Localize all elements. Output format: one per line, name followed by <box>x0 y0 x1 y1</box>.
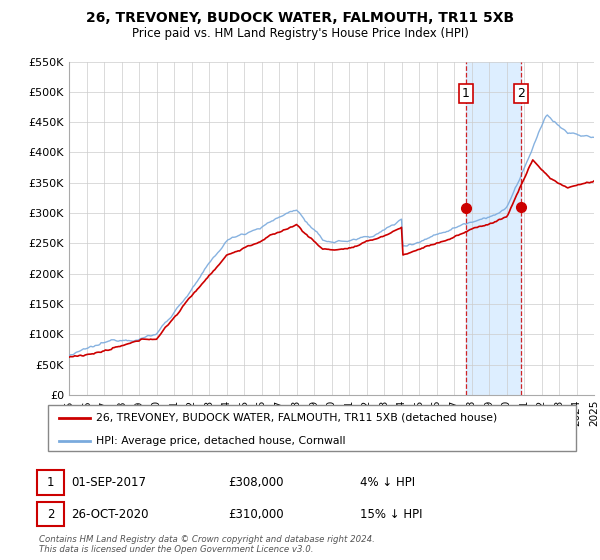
Text: 01-SEP-2017: 01-SEP-2017 <box>71 476 146 489</box>
Text: 1: 1 <box>47 476 54 489</box>
Text: 15% ↓ HPI: 15% ↓ HPI <box>360 507 422 521</box>
Bar <box>466 62 521 395</box>
Text: HPI: Average price, detached house, Cornwall: HPI: Average price, detached house, Corn… <box>95 436 345 446</box>
Text: Contains HM Land Registry data © Crown copyright and database right 2024.: Contains HM Land Registry data © Crown c… <box>39 535 375 544</box>
Text: 26-OCT-2020: 26-OCT-2020 <box>71 507 148 521</box>
Text: 26, TREVONEY, BUDOCK WATER, FALMOUTH, TR11 5XB (detached house): 26, TREVONEY, BUDOCK WATER, FALMOUTH, TR… <box>95 413 497 423</box>
Text: 26, TREVONEY, BUDOCK WATER, FALMOUTH, TR11 5XB: 26, TREVONEY, BUDOCK WATER, FALMOUTH, TR… <box>86 11 514 25</box>
Text: 2: 2 <box>47 507 54 521</box>
Text: 1: 1 <box>462 87 470 100</box>
Text: This data is licensed under the Open Government Licence v3.0.: This data is licensed under the Open Gov… <box>39 545 314 554</box>
Text: £308,000: £308,000 <box>228 476 284 489</box>
Text: £310,000: £310,000 <box>228 507 284 521</box>
Text: 2: 2 <box>517 87 525 100</box>
Text: 4% ↓ HPI: 4% ↓ HPI <box>360 476 415 489</box>
Text: Price paid vs. HM Land Registry's House Price Index (HPI): Price paid vs. HM Land Registry's House … <box>131 27 469 40</box>
